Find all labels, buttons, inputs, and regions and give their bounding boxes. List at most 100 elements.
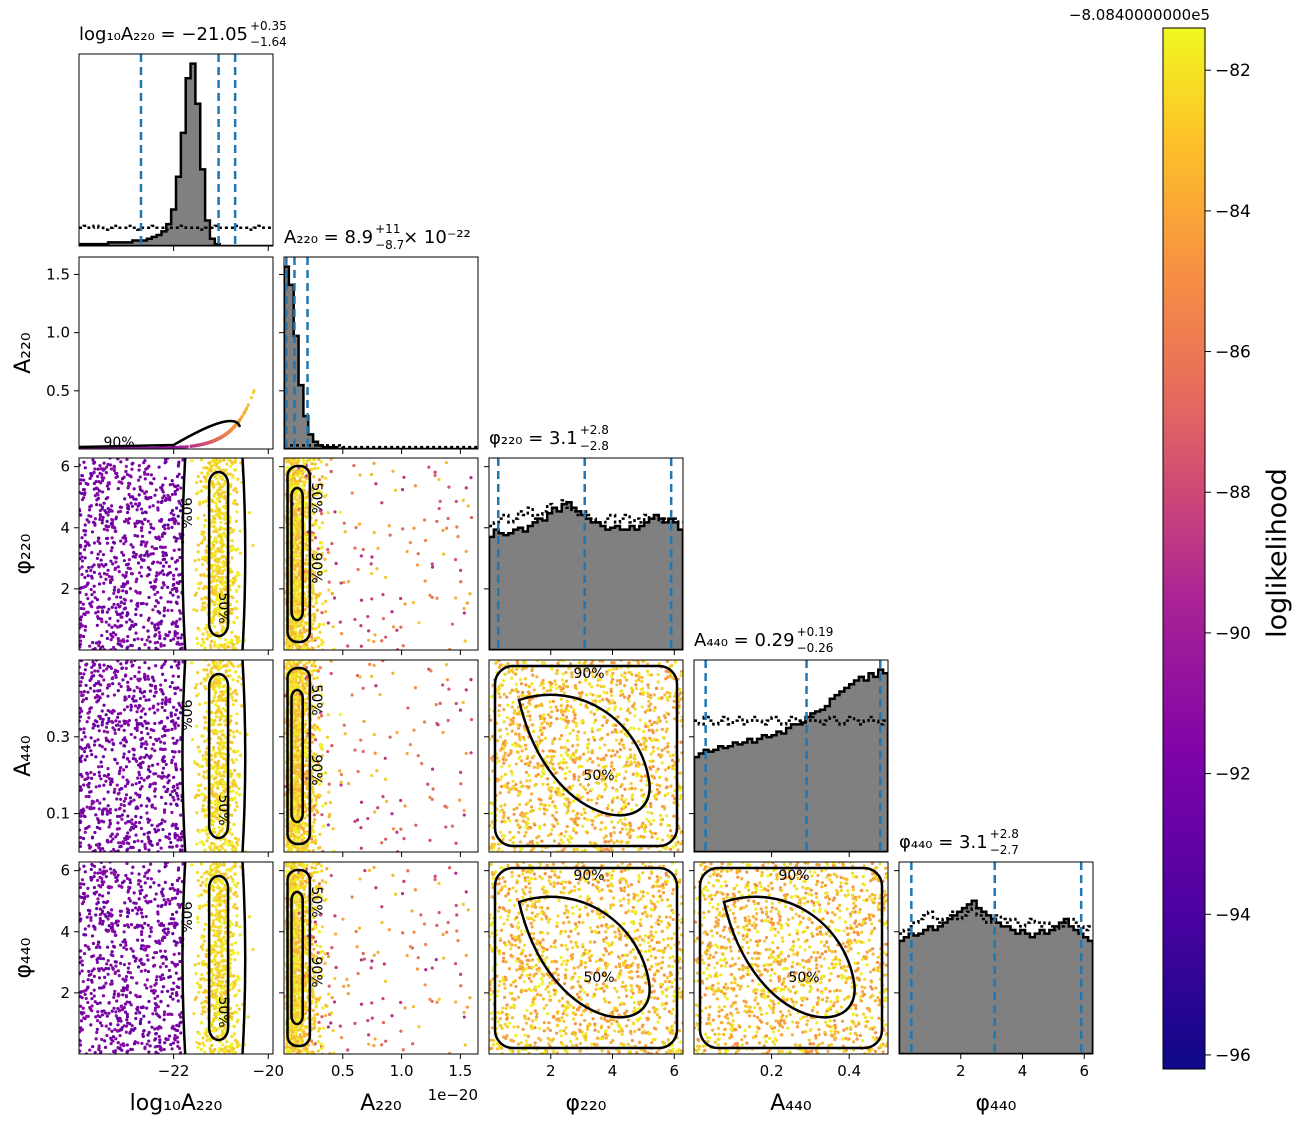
scatter-point [234, 487, 238, 491]
scatter-point [405, 549, 409, 554]
scatter-point [111, 635, 115, 639]
scatter-point [313, 615, 317, 620]
scatter-point [105, 528, 110, 532]
scatter-point [134, 589, 138, 593]
scatter-point [401, 644, 405, 648]
scatter-point [194, 568, 198, 572]
scatter-point [221, 620, 225, 625]
scatter-point [144, 490, 149, 494]
scatter-point [91, 458, 95, 462]
scatter-point [217, 735, 221, 739]
scatter-point [200, 471, 204, 475]
scatter-point [327, 580, 331, 584]
scatter-point [146, 519, 150, 523]
scatter-point [134, 622, 138, 627]
scatter-point [125, 510, 130, 515]
scatter-point [114, 808, 118, 812]
scatter-point [125, 639, 129, 643]
scatter-point [231, 703, 236, 707]
scatter-point [305, 495, 309, 499]
scatter-point [80, 559, 85, 563]
scatter-point [454, 499, 458, 504]
scatter-point [338, 620, 342, 624]
scatter-point [293, 491, 298, 495]
scatter-point [145, 551, 149, 555]
scatter-point [100, 709, 104, 713]
scatter-point [101, 553, 106, 557]
scatter-point [310, 583, 315, 587]
scatter-point [234, 721, 239, 725]
scatter-point [150, 545, 154, 549]
scatter-point [324, 610, 328, 614]
scatter-point [374, 482, 378, 486]
scatter-point [140, 742, 144, 746]
scatter-point [127, 492, 131, 497]
scatter-point [87, 520, 91, 524]
scatter-point [223, 642, 227, 647]
scatter-point [376, 546, 380, 551]
scatter-point [219, 520, 223, 524]
scatter-point [230, 832, 234, 837]
scatter-point [303, 531, 307, 535]
scatter-point [300, 484, 305, 488]
scatter-point [197, 557, 201, 562]
scatter-point [163, 531, 167, 536]
panel-A220-vs-A220: A₂₂₀ = 8.9 +11−8.7× 10⁻²² [279, 222, 479, 454]
scatter-point [98, 673, 102, 677]
scatter-point [111, 562, 115, 566]
scatter-point [137, 722, 142, 726]
scatter-point [231, 501, 236, 505]
scatter-point [106, 513, 110, 517]
scatter-point [215, 528, 219, 533]
scatter-point [83, 556, 87, 560]
scatter-point [137, 571, 142, 575]
scatter-point [116, 619, 120, 623]
scatter-point [158, 537, 162, 542]
scatter-point [96, 669, 100, 673]
scatter-point [98, 503, 103, 507]
scatter-point [89, 776, 94, 780]
y-tick-label: 4 [60, 519, 70, 537]
scatter-point [321, 602, 325, 606]
scatter-point [212, 820, 216, 824]
scatter-point [215, 437, 219, 441]
scatter-point [104, 713, 108, 717]
scatter-point [212, 745, 216, 750]
scatter-point [107, 481, 111, 485]
scatter-point [162, 572, 166, 576]
scatter-point [146, 674, 150, 678]
scatter-point [143, 510, 148, 514]
scatter-point [136, 561, 141, 565]
scatter-point [110, 575, 114, 579]
scatter-point [465, 601, 469, 605]
scatter-point [223, 617, 227, 621]
scatter-point [219, 590, 223, 594]
scatter-point [214, 501, 218, 505]
scatter-point [132, 689, 136, 693]
scatter-point [161, 550, 165, 554]
scatter-point [315, 608, 320, 612]
scatter-point [100, 479, 105, 483]
scatter-point [296, 503, 301, 507]
scatter-point [448, 647, 452, 650]
scatter-point [95, 556, 100, 561]
scatter-point [296, 489, 301, 493]
scatter-point [165, 573, 169, 577]
scatter-point [217, 569, 222, 573]
scatter-point [359, 624, 363, 628]
scatter-point [372, 530, 376, 535]
scatter-point [179, 813, 183, 817]
scatter-point [170, 622, 174, 626]
scatter-point [298, 535, 302, 539]
scatter-point [196, 641, 200, 646]
scatter-point [175, 581, 179, 585]
scatter-point [215, 461, 219, 466]
scatter-point [303, 546, 307, 550]
scatter-point [156, 500, 160, 504]
scatter-point [252, 389, 256, 393]
scatter-point [304, 558, 308, 562]
scatter-point [198, 500, 202, 504]
scatter-point [372, 640, 376, 644]
scatter-point [115, 797, 119, 801]
scatter-point [304, 535, 308, 539]
